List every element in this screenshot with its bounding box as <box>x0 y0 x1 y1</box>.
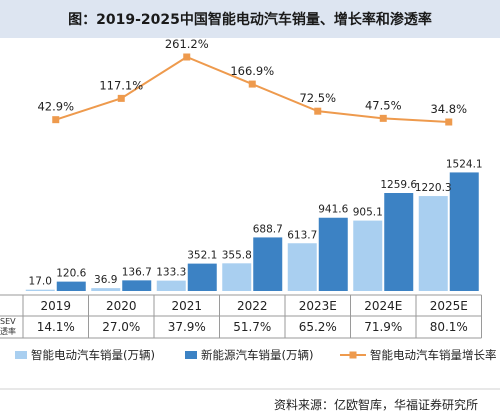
bar-smart-label: 613.7 <box>287 229 317 241</box>
bar-smart-2023E <box>287 243 317 291</box>
bar-nev-label: 1524.1 <box>446 158 483 170</box>
bar-smart-2021 <box>156 280 186 291</box>
bar-nev-2019 <box>56 281 86 291</box>
growth-label: 42.9% <box>37 100 74 114</box>
legend-swatch-smart <box>15 351 27 359</box>
category-label: 2023E <box>299 299 337 313</box>
penetration-value: 27.0% <box>102 320 140 334</box>
source-note: 资料来源：亿欧智库，华福证券研究所 <box>273 398 478 412</box>
bar-nev-2021 <box>187 263 217 291</box>
growth-label: 261.2% <box>165 38 209 51</box>
bar-smart-2020 <box>91 288 121 291</box>
growth-label: 117.1% <box>99 78 143 92</box>
penetration-value: 65.2% <box>299 320 337 334</box>
category-label: 2024E <box>364 299 402 313</box>
chart-title: 图：2019-2025中国智能电动汽车销量、增长率和渗透率 <box>68 12 432 28</box>
growth-point-2022 <box>248 80 256 88</box>
table-row-label: 透率 <box>0 326 16 336</box>
bar-nev-2024E <box>384 193 414 291</box>
bar-smart-label: 905.1 <box>353 207 383 219</box>
bar-nev-label: 352.1 <box>187 250 217 262</box>
category-label: 2020 <box>106 299 137 313</box>
title-bar: 图：2019-2025中国智能电动汽车销量、增长率和渗透率 <box>0 0 500 38</box>
category-label: 2022 <box>237 299 268 313</box>
bar-nev-2020 <box>122 280 152 291</box>
category-label: 2025E <box>430 299 468 313</box>
bar-smart-label: 355.8 <box>222 249 252 261</box>
legend-label-nev: 新能源汽车销量(万辆) <box>201 348 313 362</box>
penetration-value: 51.7% <box>233 320 271 334</box>
growth-point-2019 <box>52 116 60 124</box>
bar-smart-2024E <box>353 220 383 291</box>
bar-nev-2023E <box>318 217 348 291</box>
growth-label: 47.5% <box>365 98 402 112</box>
bar-nev-label: 941.6 <box>318 204 348 216</box>
category-label: 2021 <box>171 299 202 313</box>
bar-smart-2025E <box>418 196 448 291</box>
bar-nev-label: 688.7 <box>253 223 283 235</box>
bar-smart-label: 133.3 <box>156 267 186 279</box>
penetration-value: 80.1% <box>430 320 468 334</box>
bar-nev-2022 <box>253 237 283 291</box>
bar-nev-label: 1259.6 <box>380 179 417 191</box>
bar-nev-label: 136.7 <box>122 266 152 278</box>
bar-smart-label: 17.0 <box>29 276 52 288</box>
bar-smart-2019 <box>25 289 55 291</box>
legend-label-growth: 智能电动汽车销量增长率 <box>370 348 497 362</box>
penetration-value: 71.9% <box>364 320 402 334</box>
bar-nev-label: 120.6 <box>56 268 86 280</box>
growth-label: 166.9% <box>230 64 274 78</box>
bar-smart-label: 36.9 <box>94 274 117 286</box>
growth-point-2024E <box>379 114 387 122</box>
table-row-label: SEV <box>0 317 16 326</box>
growth-point-2021 <box>183 53 191 61</box>
penetration-value: 37.9% <box>168 320 206 334</box>
legend-swatch-nev <box>185 351 197 359</box>
legend-marker-growth <box>349 351 357 359</box>
growth-label: 72.5% <box>299 91 336 105</box>
growth-point-2023E <box>314 107 322 115</box>
category-label: 2019 <box>40 299 71 313</box>
bar-smart-label: 1220.3 <box>415 182 452 194</box>
growth-point-2025E <box>445 118 453 126</box>
legend-label-smart: 智能电动汽车销量(万辆) <box>31 348 155 362</box>
bar-nev-2025E <box>449 172 479 291</box>
bar-smart-2022 <box>222 263 252 291</box>
penetration-value: 14.1% <box>37 320 75 334</box>
growth-point-2020 <box>117 94 125 102</box>
growth-label: 34.8% <box>430 102 467 116</box>
